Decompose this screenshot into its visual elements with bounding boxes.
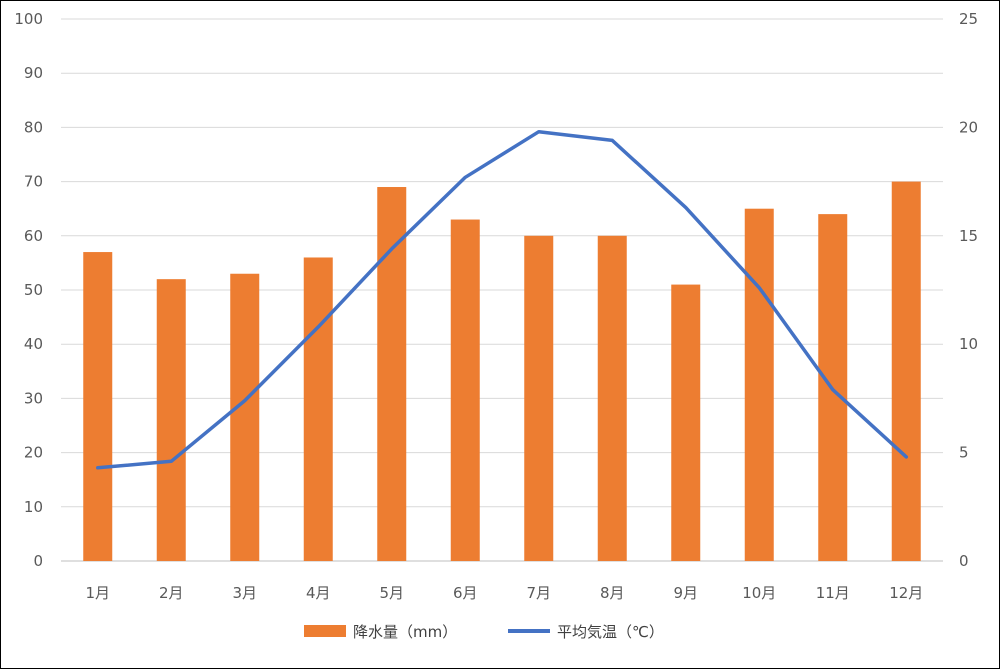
y-left-tick-label: 70 [24, 173, 43, 191]
bar-series [83, 181, 921, 562]
line-series [96, 129, 909, 470]
x-tick-label: 12月 [889, 584, 923, 602]
left-axis: 0 10 20 30 40 50 60 70 80 90 100 [14, 10, 43, 570]
bar [524, 235, 554, 562]
y-left-tick-label: 30 [24, 389, 43, 407]
y-left-tick-label: 20 [24, 444, 43, 462]
temperature-line [96, 129, 909, 470]
bar [83, 252, 113, 561]
bar [744, 208, 774, 561]
x-tick-label: 4月 [306, 584, 331, 602]
x-tick-label: 9月 [673, 584, 698, 602]
x-tick-label: 10月 [742, 584, 776, 602]
x-tick-label: 8月 [600, 584, 625, 602]
gridlines [61, 18, 943, 562]
bar [303, 257, 333, 561]
y-left-tick-label: 0 [33, 552, 43, 570]
y-right-tick-label: 10 [959, 335, 978, 353]
y-left-tick-label: 50 [24, 281, 43, 299]
x-axis: 1月 2月 3月 4月 5月 6月 7月 8月 9月 10月 11月 12月 [85, 584, 923, 602]
x-tick-label: 11月 [816, 584, 850, 602]
bar [230, 273, 260, 561]
y-left-tick-label: 40 [24, 335, 43, 353]
x-tick-label: 7月 [526, 584, 551, 602]
right-axis: 0 5 10 15 20 25 [959, 10, 978, 570]
x-tick-label: 5月 [379, 584, 404, 602]
bar [156, 279, 186, 561]
legend-label-temperature: 平均気温（℃） [557, 623, 664, 641]
y-right-tick-label: 15 [959, 227, 978, 245]
y-right-tick-label: 0 [959, 552, 969, 570]
legend-swatch-precipitation [304, 625, 346, 637]
x-tick-label: 2月 [159, 584, 184, 602]
bar [597, 235, 627, 562]
x-tick-label: 1月 [85, 584, 110, 602]
y-left-tick-label: 90 [24, 64, 43, 82]
bar [671, 284, 701, 561]
y-left-tick-label: 60 [24, 227, 43, 245]
bar [377, 187, 407, 561]
y-left-tick-label: 100 [14, 10, 43, 28]
y-right-tick-label: 5 [959, 444, 969, 462]
x-tick-label: 6月 [453, 584, 478, 602]
bar [450, 219, 480, 562]
y-right-tick-label: 25 [959, 10, 978, 28]
legend-label-precipitation: 降水量（mm） [353, 623, 457, 641]
bar [891, 181, 921, 561]
y-left-tick-label: 80 [24, 118, 43, 136]
x-tick-label: 3月 [232, 584, 257, 602]
legend: 降水量（mm） 平均気温（℃） [304, 623, 664, 641]
y-left-tick-label: 10 [24, 498, 43, 516]
y-right-tick-label: 20 [959, 118, 978, 136]
